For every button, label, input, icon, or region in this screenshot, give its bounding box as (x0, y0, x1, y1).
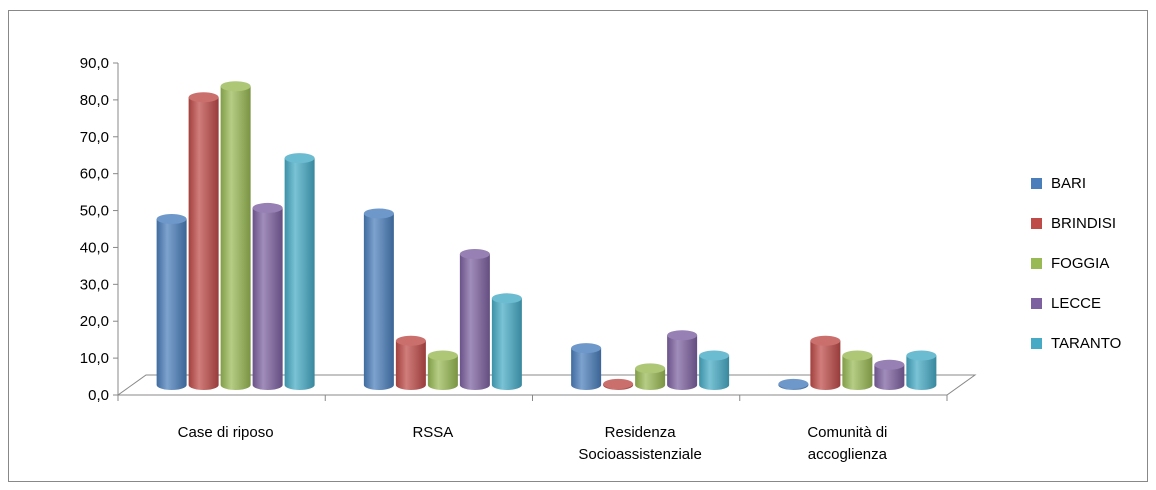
bar-lecce-1 (252, 207, 283, 390)
bar-chart: 0,0 10,0 20,0 30,0 40,0 50,0 60,0 70,0 80,0 90,0 C… (80, 55, 977, 463)
bar-taranto-4 (906, 355, 937, 390)
bar-brindisi-2 (395, 340, 426, 390)
x-category-label: Comunità di accoglienza (807, 424, 887, 463)
y-tick-label: 90,0 (80, 55, 109, 72)
y-tick-label: 20,0 (80, 313, 109, 330)
legend-item-taranto: TARANTO (1031, 323, 1121, 363)
chart-frame: 0,0 10,0 20,0 30,0 40,0 50,0 60,0 70,0 80,0 90,0 C… (8, 10, 1148, 482)
legend-swatch (1031, 177, 1042, 189)
y-tick-label: 80,0 (80, 92, 109, 109)
bar-foggia-4-top (842, 350, 873, 361)
bar-lecce-4 (874, 364, 905, 390)
legend-swatch (1031, 257, 1042, 269)
bar-lecce-3-top (667, 330, 698, 341)
x-category-label: Residenza Socioassistenziale (578, 424, 701, 463)
legend-label: FOGGIA (1051, 254, 1110, 272)
x-category-label: Case di riposo (178, 424, 274, 441)
x-category-label: RSSA (412, 424, 453, 441)
bar-lecce-1-top (252, 202, 283, 213)
bar-bari-2-top (363, 208, 394, 219)
bar-bari-1-top (156, 214, 187, 224)
y-tick-label: 0,0 (88, 387, 109, 404)
bar-bari-1 (156, 219, 187, 390)
legend-item-foggia: FOGGIA (1031, 243, 1121, 283)
bar-bari-4-top (778, 378, 809, 389)
bar-taranto-2-top (491, 293, 522, 304)
bar-foggia-3 (635, 368, 666, 390)
bar-bari-3-top (571, 343, 602, 354)
legend-label: LECCE (1051, 294, 1102, 312)
legend-item-lecce: LECCE (1031, 283, 1121, 323)
y-tick-label: 70,0 (80, 129, 109, 146)
bar-brindisi-3-top (603, 378, 634, 389)
bar-taranto-4-top (906, 350, 937, 361)
bar-lecce-4-top (874, 359, 905, 370)
bar-taranto-3 (699, 355, 730, 390)
legend-swatch (1031, 297, 1042, 309)
bar-taranto-1 (284, 158, 315, 390)
bar-brindisi-1 (188, 97, 219, 391)
legend-swatch (1031, 337, 1042, 349)
bar-lecce-3 (667, 335, 698, 390)
bar-foggia-3-top (635, 363, 666, 374)
bar-brindisi-4 (810, 340, 841, 390)
legend-item-brindisi: BRINDISI (1031, 203, 1121, 243)
legend-item-bari: BARI (1031, 163, 1121, 203)
bar-foggia-2 (427, 355, 458, 390)
legend-label: BRINDISI (1051, 214, 1117, 232)
legend-label: TARANTO (1051, 334, 1122, 352)
bar-brindisi-4-top (810, 335, 841, 346)
y-tick-label: 40,0 (80, 239, 109, 256)
bar-foggia-2-top (427, 350, 458, 361)
y-tick-label: 10,0 (80, 350, 109, 367)
legend-swatch (1031, 217, 1042, 229)
bar-taranto-3-top (699, 350, 730, 361)
y-tick-label: 60,0 (80, 166, 109, 183)
bar-foggia-1 (220, 86, 251, 390)
bar-bari-2 (363, 213, 394, 390)
bar-taranto-2 (491, 298, 522, 390)
bar-lecce-2 (459, 254, 490, 390)
legend: BARI BRINDISI FOGGIA LECCE TARANTO (1031, 163, 1121, 363)
bar-taranto-1-top (284, 153, 315, 164)
bar-brindisi-2-top (395, 335, 426, 346)
y-tick-label: 30,0 (80, 276, 109, 293)
bar-foggia-1-top (220, 81, 251, 92)
bar-foggia-4 (842, 355, 873, 390)
y-tick-label: 50,0 (80, 203, 109, 220)
bar-bari-3 (571, 348, 602, 390)
bar-brindisi-1-top (188, 92, 219, 103)
legend-label: BARI (1051, 174, 1087, 192)
bar-lecce-2-top (459, 249, 490, 260)
